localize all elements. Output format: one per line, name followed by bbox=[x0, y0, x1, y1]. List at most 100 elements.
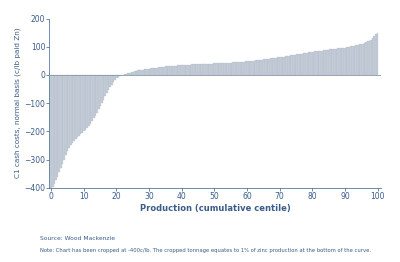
Bar bbox=[175, 66, 177, 75]
Bar bbox=[365, 42, 367, 75]
Bar bbox=[349, 47, 350, 75]
Bar bbox=[86, 75, 88, 128]
Bar bbox=[188, 65, 190, 75]
Bar bbox=[211, 63, 213, 75]
Bar bbox=[139, 70, 140, 75]
Bar bbox=[310, 52, 311, 75]
Bar bbox=[103, 75, 104, 100]
Bar bbox=[73, 75, 75, 141]
Bar bbox=[246, 62, 247, 75]
Bar bbox=[75, 75, 76, 139]
Bar bbox=[154, 68, 155, 75]
Bar bbox=[359, 44, 360, 75]
Bar bbox=[328, 50, 329, 75]
Bar bbox=[214, 63, 216, 75]
Bar bbox=[242, 62, 244, 75]
Bar bbox=[342, 48, 344, 75]
Bar bbox=[152, 68, 154, 75]
Bar bbox=[213, 63, 214, 75]
Bar bbox=[83, 75, 85, 131]
Bar bbox=[136, 71, 137, 75]
Bar bbox=[186, 65, 188, 75]
Bar bbox=[140, 70, 142, 75]
Bar bbox=[126, 74, 127, 75]
Bar bbox=[108, 75, 109, 90]
Bar bbox=[111, 75, 113, 85]
Bar bbox=[63, 75, 65, 160]
Bar bbox=[370, 40, 372, 75]
Bar bbox=[308, 52, 310, 75]
Y-axis label: C1 cash costs, normal basis (c/lb paid Zn): C1 cash costs, normal basis (c/lb paid Z… bbox=[15, 28, 22, 178]
Bar bbox=[194, 64, 196, 75]
Bar bbox=[201, 64, 203, 75]
Bar bbox=[270, 58, 272, 75]
Bar bbox=[70, 75, 72, 145]
Bar bbox=[226, 63, 228, 75]
Bar bbox=[252, 61, 254, 75]
Bar bbox=[208, 64, 210, 75]
Bar bbox=[68, 75, 70, 148]
Bar bbox=[346, 47, 347, 75]
Bar bbox=[272, 58, 274, 75]
Bar bbox=[50, 75, 52, 188]
Bar bbox=[367, 41, 368, 75]
Bar bbox=[303, 53, 304, 75]
Bar bbox=[282, 57, 283, 75]
Bar bbox=[372, 38, 374, 75]
Bar bbox=[258, 60, 260, 75]
Bar bbox=[170, 66, 172, 75]
Bar bbox=[262, 59, 264, 75]
Bar bbox=[268, 59, 270, 75]
Bar bbox=[313, 52, 314, 75]
Bar bbox=[368, 41, 370, 75]
Bar bbox=[321, 51, 323, 75]
Bar bbox=[185, 65, 186, 75]
Bar bbox=[114, 75, 116, 80]
Bar bbox=[339, 48, 341, 75]
Bar bbox=[96, 75, 98, 113]
Bar bbox=[147, 69, 149, 75]
Bar bbox=[306, 53, 308, 75]
Bar bbox=[319, 51, 321, 75]
Bar bbox=[55, 75, 57, 180]
Bar bbox=[209, 64, 211, 75]
Bar bbox=[118, 75, 119, 77]
Bar bbox=[62, 75, 64, 164]
Bar bbox=[275, 58, 277, 75]
Bar bbox=[160, 67, 162, 75]
Bar bbox=[90, 75, 91, 124]
Bar bbox=[254, 61, 255, 75]
Bar bbox=[377, 33, 378, 75]
Bar bbox=[60, 75, 62, 168]
Bar bbox=[76, 75, 78, 137]
Bar bbox=[311, 52, 313, 75]
Bar bbox=[134, 71, 136, 75]
Bar bbox=[164, 67, 165, 75]
Bar bbox=[236, 62, 237, 75]
Bar bbox=[257, 60, 259, 75]
Bar bbox=[286, 56, 288, 75]
Bar bbox=[260, 60, 262, 75]
Bar bbox=[374, 36, 375, 75]
Bar bbox=[162, 67, 164, 75]
Bar bbox=[322, 50, 324, 75]
Bar bbox=[94, 75, 96, 116]
Bar bbox=[137, 70, 139, 75]
Bar bbox=[291, 55, 293, 75]
Bar bbox=[334, 49, 336, 75]
Bar bbox=[131, 72, 132, 75]
Bar bbox=[180, 65, 182, 75]
Bar bbox=[81, 75, 83, 133]
Bar bbox=[204, 64, 206, 75]
Bar bbox=[218, 63, 219, 75]
Bar bbox=[221, 63, 222, 75]
Bar bbox=[183, 65, 185, 75]
Bar bbox=[142, 70, 144, 75]
Bar bbox=[216, 63, 218, 75]
Bar bbox=[249, 61, 250, 75]
Bar bbox=[293, 55, 295, 75]
Bar bbox=[301, 54, 303, 75]
Bar bbox=[229, 63, 231, 75]
Bar bbox=[132, 72, 134, 75]
Bar bbox=[93, 75, 94, 118]
